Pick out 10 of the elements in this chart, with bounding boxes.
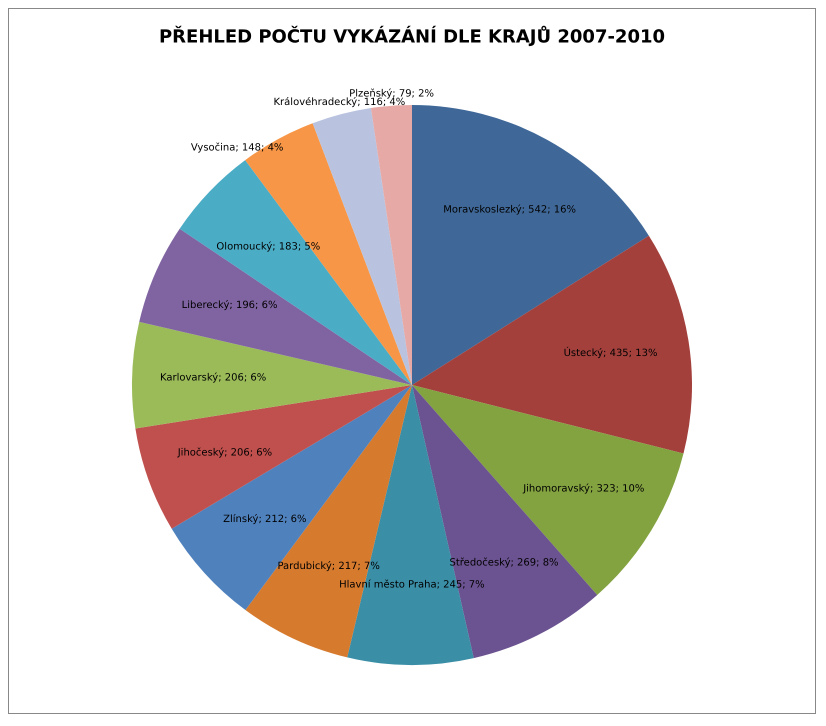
slice-label: Karlovarský; 206; 6% xyxy=(160,372,266,384)
slice-label: Středočeský; 269; 8% xyxy=(450,558,559,569)
chart-title: PŘEHLED POČTU VYKÁZÁNÍ DLE KRAJŮ 2007-2010 xyxy=(158,26,666,48)
slice-label: Vysočina; 148; 4% xyxy=(190,142,284,154)
slice-label: Jihomoravský; 323; 10% xyxy=(522,484,644,495)
slice-label: Zlínský; 212; 6% xyxy=(223,514,306,525)
slice-label: Jihočeský; 206; 6% xyxy=(176,448,272,459)
slice-label: Liberecký; 196; 6% xyxy=(182,300,278,311)
slice-label: Moravskoslezký; 542; 16% xyxy=(443,204,576,216)
slice-label: Ústecký; 435; 13% xyxy=(564,346,658,360)
